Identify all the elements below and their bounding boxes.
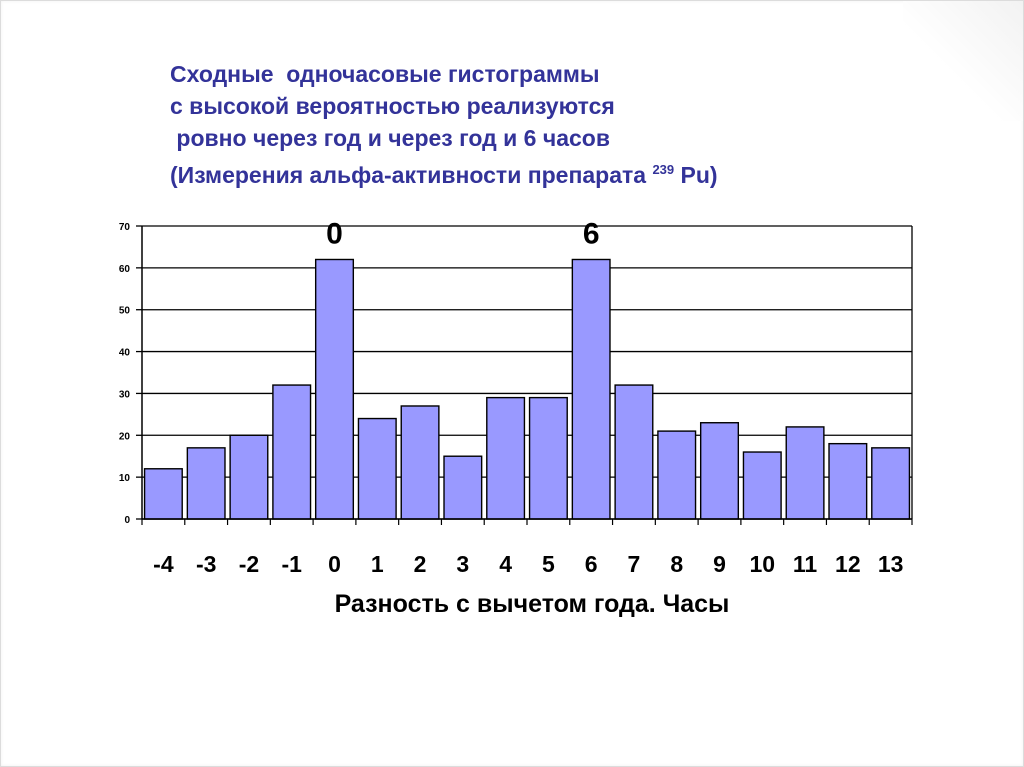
y-tick-label: 0 <box>124 515 130 526</box>
x-tick-label: 5 <box>542 551 555 577</box>
bar <box>143 468 183 520</box>
x-tick-label: 8 <box>670 551 683 577</box>
y-tick-label: 40 <box>119 348 131 359</box>
y-tick-label: 50 <box>119 306 131 317</box>
bar-annotation: 6 <box>583 217 600 250</box>
x-tick-label: -1 <box>281 551 302 577</box>
bar <box>785 426 825 520</box>
chart-title: Сходные одночасовые гистограммы с высоко… <box>170 58 870 191</box>
bar <box>229 434 269 520</box>
bar <box>272 384 312 520</box>
x-tick-label: 9 <box>713 551 726 577</box>
x-tick-label: 13 <box>878 551 904 577</box>
y-tick-label: 10 <box>119 473 131 484</box>
title-line-1: Сходные одночасовые гистограммы <box>170 61 600 87</box>
x-tick-label: 4 <box>499 551 512 577</box>
bar <box>443 455 483 520</box>
y-tick-label: 30 <box>119 389 131 400</box>
bar <box>828 442 868 520</box>
bar <box>528 396 568 520</box>
title-line-4-main: (Измерения альфа-активности препарата <box>170 162 653 188</box>
bar <box>486 396 526 520</box>
bar <box>357 417 397 520</box>
x-tick-label: -3 <box>196 551 216 577</box>
bars <box>143 258 911 520</box>
bar <box>742 451 782 520</box>
axes <box>136 225 913 525</box>
x-tick-label: 12 <box>835 551 861 577</box>
bar <box>314 258 355 520</box>
bar-annotation: 0 <box>326 217 343 250</box>
y-tick-label: 60 <box>119 264 131 275</box>
bar <box>699 422 740 520</box>
x-tick-label: 0 <box>328 551 341 577</box>
x-tick-label: 10 <box>749 551 775 577</box>
bar <box>400 405 440 520</box>
slide-corner-shade <box>903 1 1023 121</box>
title-line-3: ровно через год и через год и 6 часов <box>170 125 610 151</box>
bar <box>657 430 697 520</box>
x-tick-label: 3 <box>456 551 469 577</box>
bar <box>871 447 911 520</box>
bar <box>614 384 654 520</box>
x-tick-label: -4 <box>153 551 174 577</box>
bar <box>571 258 611 520</box>
y-tick-label: 70 <box>119 222 131 233</box>
y-tick-label: 20 <box>119 431 131 442</box>
bar <box>186 447 226 520</box>
isotope-mass-number: 239 <box>652 162 675 177</box>
x-tick-label: 6 <box>585 551 598 577</box>
x-tick-label: 2 <box>414 551 427 577</box>
x-tick-label: 11 <box>793 551 818 577</box>
title-line-2: с высокой вероятностью реализуются <box>170 93 615 119</box>
title-line-4: (Измерения альфа-активности препарата 23… <box>170 154 870 191</box>
title-line-4-end: Pu) <box>674 162 718 188</box>
x-tick-label: 1 <box>371 551 384 577</box>
x-axis-title: Разность с вычетом года. Часы <box>335 590 730 618</box>
x-tick-label: -2 <box>239 551 259 577</box>
x-tick-label: 7 <box>628 551 641 577</box>
